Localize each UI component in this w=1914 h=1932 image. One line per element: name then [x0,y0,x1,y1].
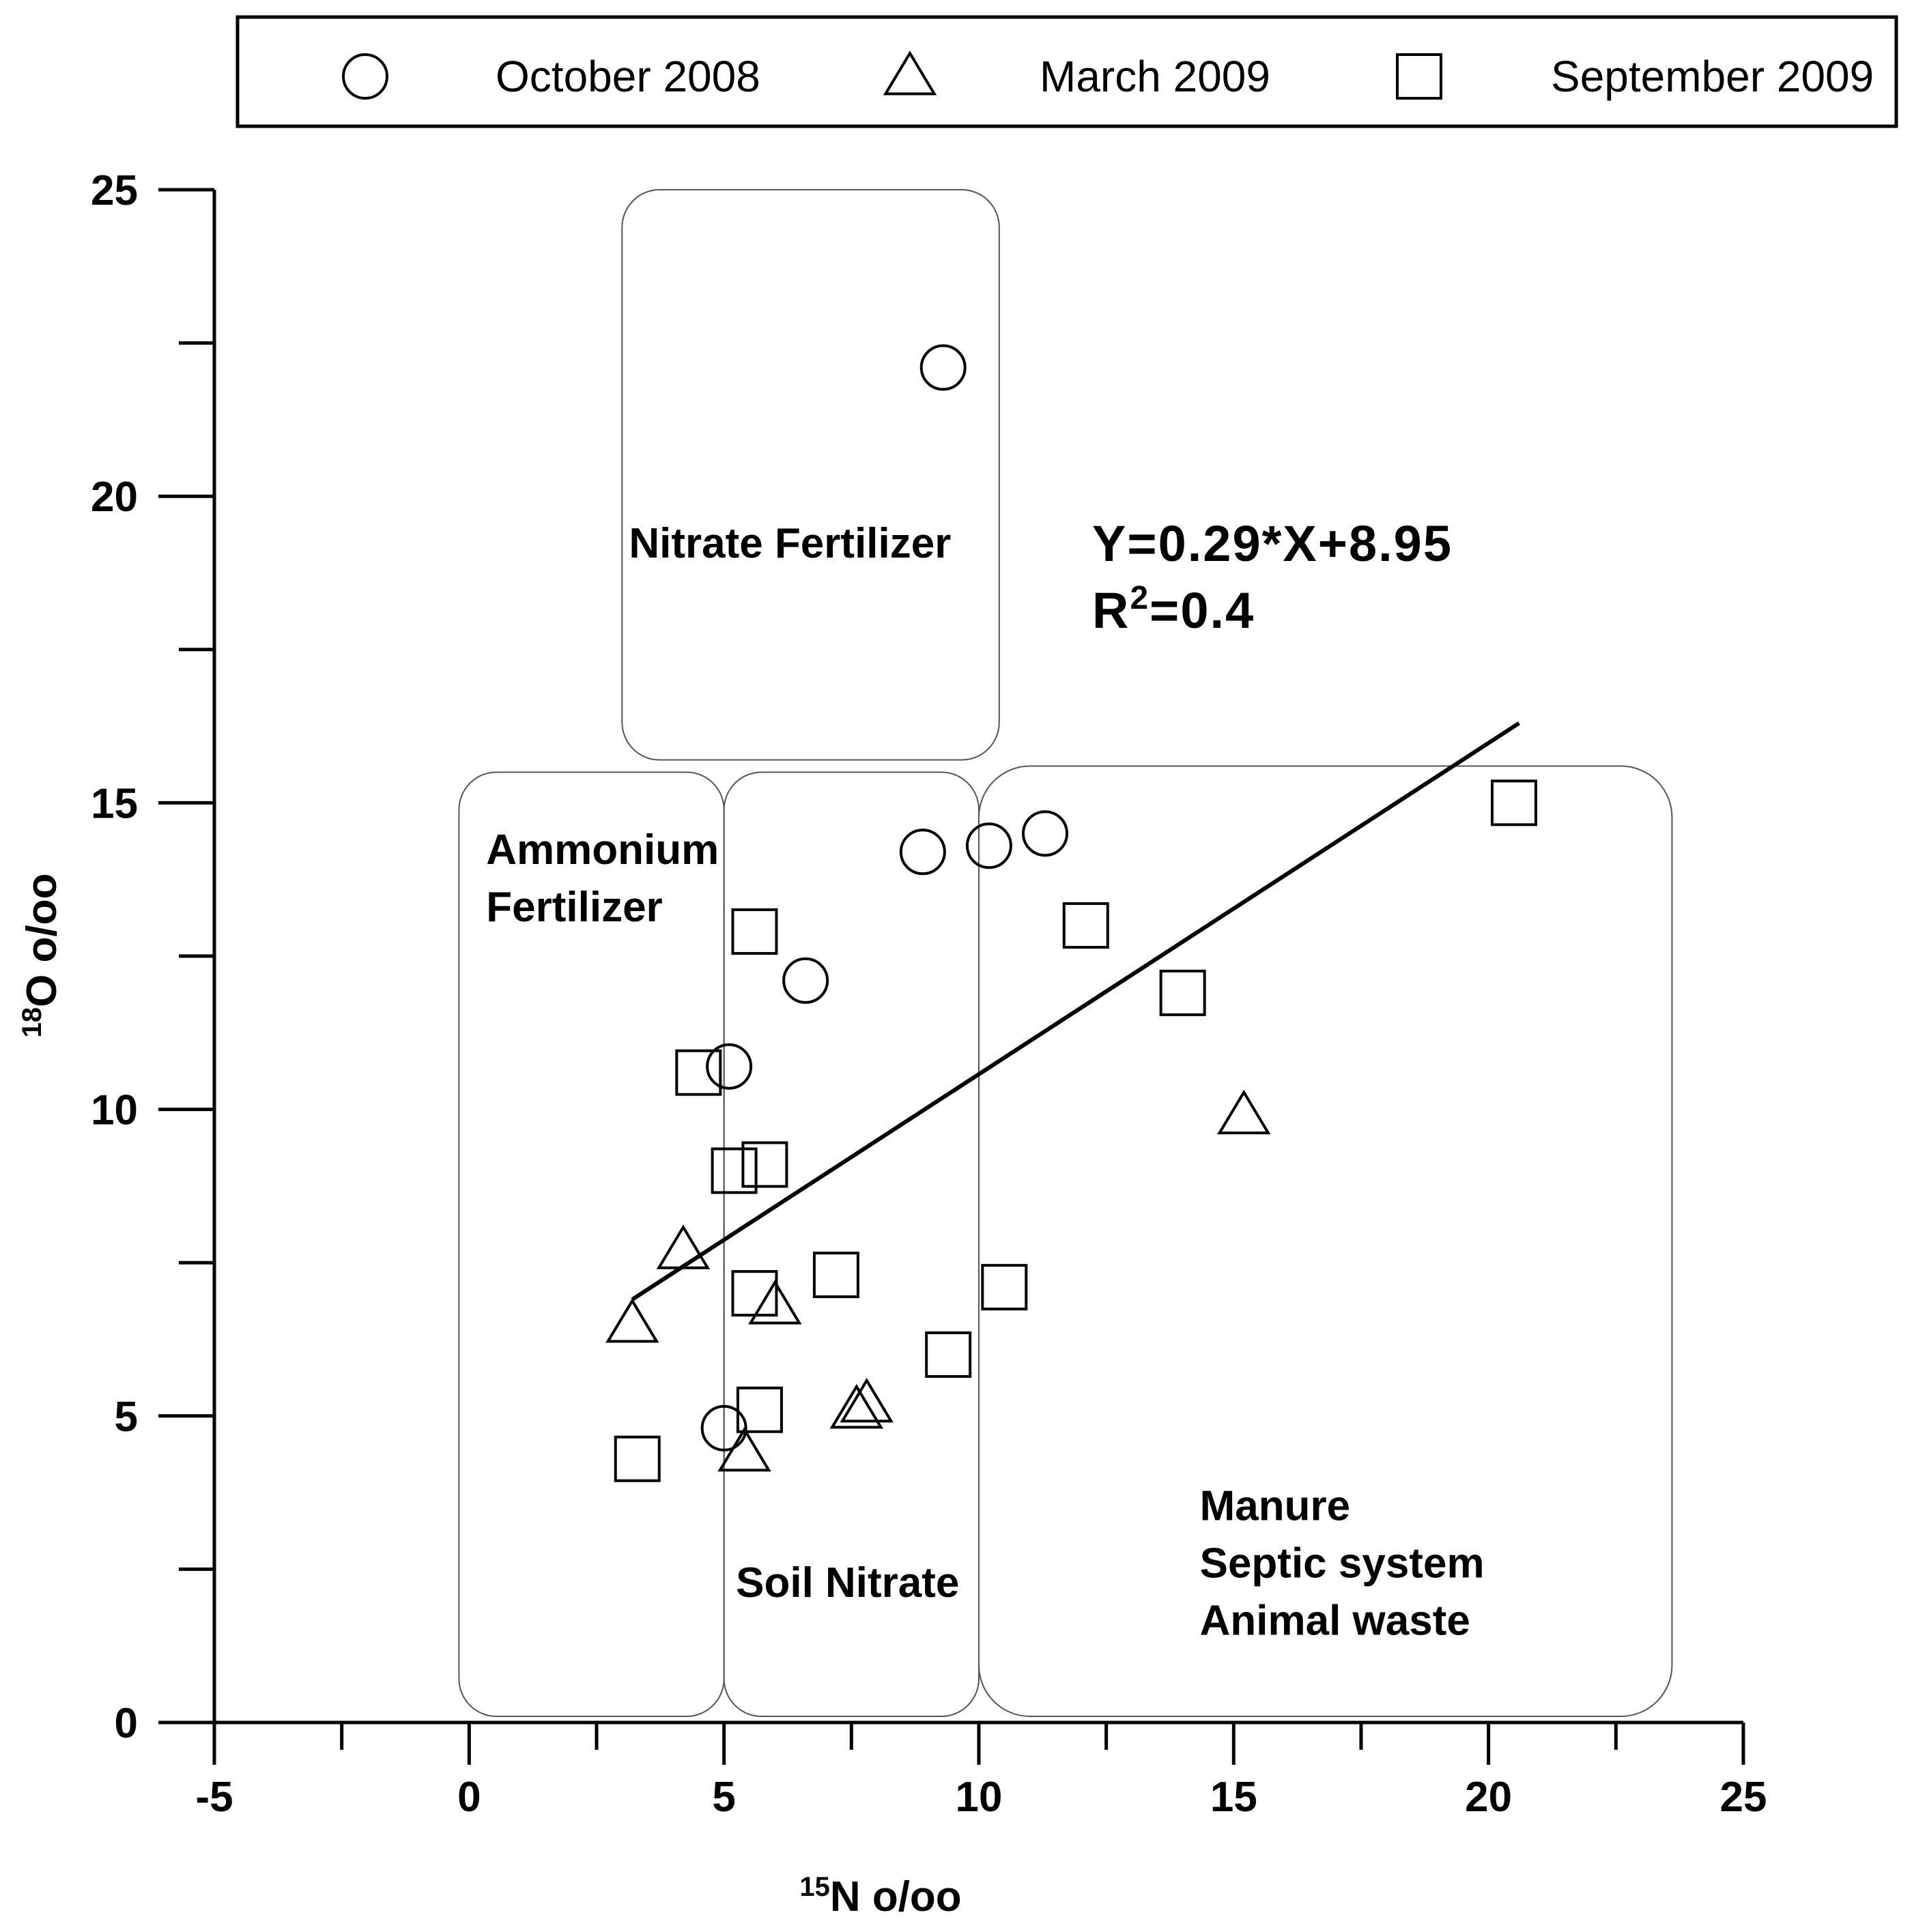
y-tick-label: 25 [91,167,138,214]
square-point [731,1270,778,1317]
region-label-nitrate-fertilizer: Nitrate Fertilizer [629,520,951,567]
region-label-soil-nitrate: Soil Nitrate [736,1559,959,1606]
x-tick-label: -5 [195,1774,233,1821]
legend-marker-triangle [883,51,937,96]
y-tick-label: 20 [91,474,138,521]
x-axis-title-sup: 15 [799,1872,830,1902]
series-triangle [605,1089,1271,1472]
series-square [614,779,1537,1482]
legend-label-square: September 2009 [1551,52,1874,101]
y-tick-label: 0 [115,1700,138,1747]
triangle-point [605,1298,659,1343]
triangle-point [829,1383,884,1429]
x-tick-label: 20 [1465,1774,1512,1821]
regression-line [631,721,1521,1301]
region-nitrate-fertilizer [621,189,1000,761]
triangle-point [717,1426,771,1472]
y-ticks: 0 5 10 15 20 25 [91,167,214,1747]
r-squared-label: R2=0.4 [1092,580,1255,639]
triangle-point [748,1280,802,1325]
legend-label-circle: October 2008 [496,52,760,101]
legend-box [235,15,1898,128]
triangle-point [1217,1089,1271,1135]
region-manure-septic-animal-waste [978,765,1673,1718]
x-ticks: -5 0 5 10 15 20 25 [195,1722,1767,1821]
circle-point [706,1043,753,1090]
series-circle [700,344,1069,1452]
x-axis-title: 15N o/oo [799,1872,961,1920]
data-points [605,344,1537,1482]
r-squared-prefix: R [1092,582,1130,639]
y-axis-title-rest: O o/oo [18,874,66,1007]
legend-marker-square [1396,53,1442,100]
square-point [1491,779,1537,826]
region-label-ammonium-fertilizer: Ammonium [486,826,719,874]
circle-point [1022,810,1069,857]
square-point [741,1141,788,1188]
x-tick-label: 15 [1210,1774,1257,1821]
y-tick-label: 15 [91,780,138,827]
x-axis-title-rest: N o/oo [830,1873,962,1920]
circle-point [919,344,967,391]
circle-point [965,822,1012,869]
x-tick-label: 10 [956,1774,1003,1821]
legend-marker-circle [342,53,388,100]
square-point [981,1264,1028,1311]
source-regions: Nitrate Fertilizer Ammonium Fertilizer Soil… [458,189,1673,1718]
y-axis-title: 18O o/oo [17,874,66,1038]
y-tick-label: 10 [91,1087,138,1134]
circle-point [899,828,946,876]
r-squared-sup: 2 [1130,580,1149,616]
x-tick-label: 0 [457,1774,481,1821]
x-tick-label: 25 [1720,1774,1767,1821]
x-tick-label: 5 [712,1774,735,1821]
r-squared-value: =0.4 [1149,582,1255,639]
circle-point [782,957,829,1004]
square-point [731,908,778,955]
y-axis-title-sup: 18 [17,1007,47,1038]
circle-point [700,1404,747,1452]
square-point [711,1147,758,1194]
legend: October 2008 March 2009 September 2009 [235,15,1898,128]
square-point [1062,902,1109,949]
square-point [614,1435,661,1482]
legend-label-triangle: March 2009 [1040,52,1270,101]
square-point [812,1252,859,1299]
triangle-point [840,1377,894,1423]
axes: -5 0 5 10 15 20 25 0 5 10 15 20 25 [91,167,1767,1821]
square-point [736,1386,783,1433]
region-label-manure-septic-animal-waste: Septic system [1200,1540,1485,1587]
regression-equation: Y=0.29*X+8.95 [1092,515,1453,572]
region-label-ammonium-fertilizer: Fertilizer [486,884,662,931]
square-point [1159,969,1206,1016]
y-tick-label: 5 [115,1394,138,1441]
square-point [675,1049,722,1096]
square-point [925,1331,972,1378]
triangle-point [656,1224,711,1269]
region-label-manure-septic-animal-waste: Animal waste [1200,1598,1470,1645]
region-label-manure-septic-animal-waste: Manure [1200,1483,1350,1530]
